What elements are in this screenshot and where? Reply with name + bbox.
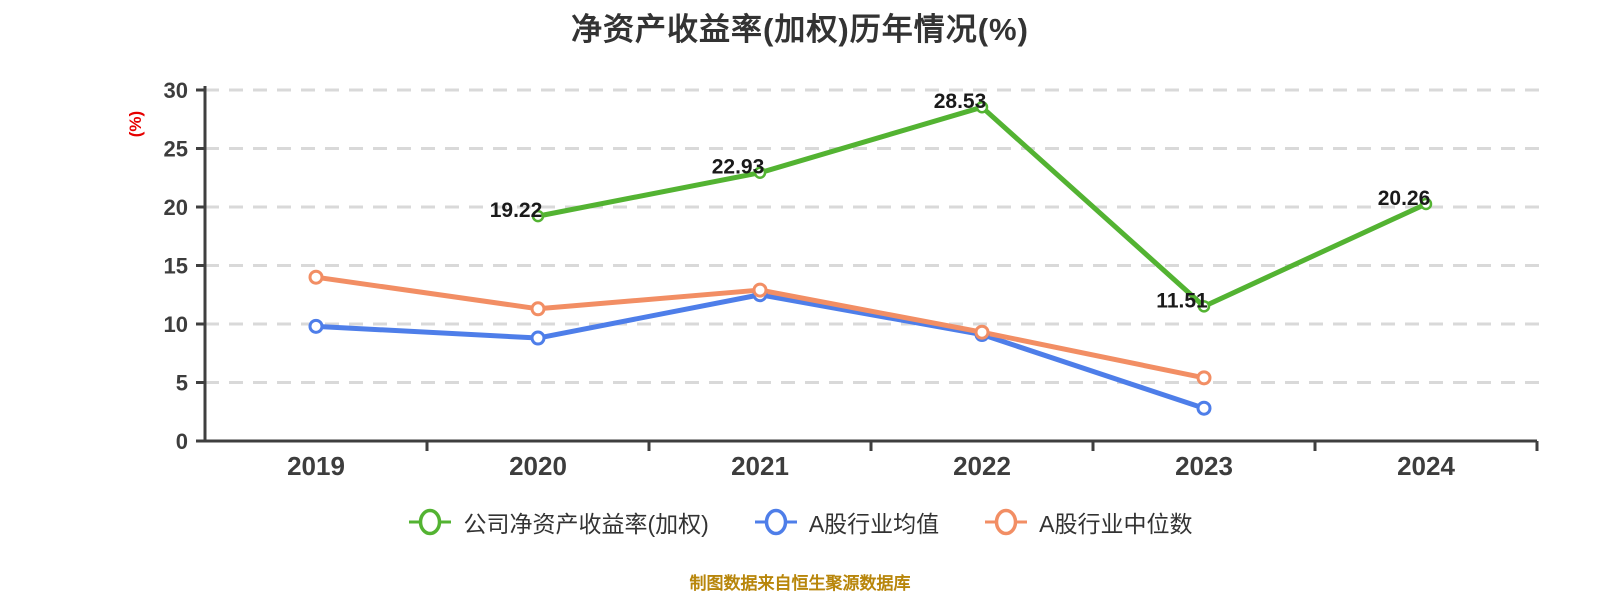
legend-item-company-roe[interactable]: 公司净资产收益率(加权)	[407, 505, 709, 539]
data-point-label: 20.26	[1378, 187, 1431, 210]
y-tick-label: 20	[164, 195, 188, 220]
x-tick-label: 2020	[509, 451, 567, 481]
x-tick-label: 2019	[287, 451, 345, 481]
y-tick-label: 25	[164, 137, 188, 162]
data-point-industry-median[interactable]	[308, 269, 324, 285]
x-tick-label: 2023	[1175, 451, 1233, 481]
data-point-label: 28.53	[934, 90, 987, 113]
chart-title: 净资产收益率(加权)历年情况(%)	[571, 12, 1029, 47]
data-point-industry-mean[interactable]	[308, 318, 324, 334]
y-tick-label: 10	[164, 312, 188, 337]
legend-item-label: A股行业均值	[808, 511, 940, 537]
data-point-industry-median[interactable]	[974, 324, 990, 340]
data-point-company-roe[interactable]	[753, 166, 767, 179]
legend: 公司净资产收益率(加权) A股行业均值 A股行业中位数	[0, 501, 1600, 543]
legend-item-industry-median[interactable]: A股行业中位数	[983, 505, 1193, 539]
legend-item-label: A股行业中位数	[1039, 511, 1193, 537]
x-tick-label: 2022	[953, 451, 1011, 481]
data-point-company-roe[interactable]	[531, 209, 545, 223]
x-tick-label: 2021	[731, 451, 789, 481]
data-point-industry-median[interactable]	[752, 282, 768, 298]
y-tick-label: 5	[176, 371, 188, 396]
data-point-industry-mean[interactable]	[1196, 400, 1212, 416]
data-point-industry-median[interactable]	[530, 301, 546, 317]
data-point-industry-mean[interactable]	[530, 330, 546, 346]
y-tick-label: 30	[164, 78, 188, 103]
data-point-label: 19.22	[490, 199, 543, 222]
data-source-note: 制图数据来自恒生聚源数据库	[689, 574, 911, 593]
y-tick-label: 0	[176, 429, 188, 454]
line-marker-icon	[754, 508, 797, 536]
y-axis-unit-label: (%)	[126, 111, 145, 137]
data-point-industry-median[interactable]	[1196, 370, 1212, 386]
data-point-label: 22.93	[712, 156, 765, 179]
data-point-company-roe[interactable]	[1419, 197, 1433, 211]
legend-item-industry-mean[interactable]: A股行业均值	[753, 505, 939, 539]
data-point-company-roe[interactable]	[975, 100, 989, 114]
x-tick-label: 2024	[1397, 451, 1455, 481]
data-point-label: 11.51	[1156, 289, 1208, 312]
line-marker-icon	[409, 508, 452, 536]
data-point-company-roe[interactable]	[1197, 300, 1211, 313]
legend-item-label: 公司净资产收益率(加权)	[463, 511, 709, 537]
y-tick-label: 15	[164, 254, 188, 279]
line-marker-icon	[985, 508, 1028, 536]
